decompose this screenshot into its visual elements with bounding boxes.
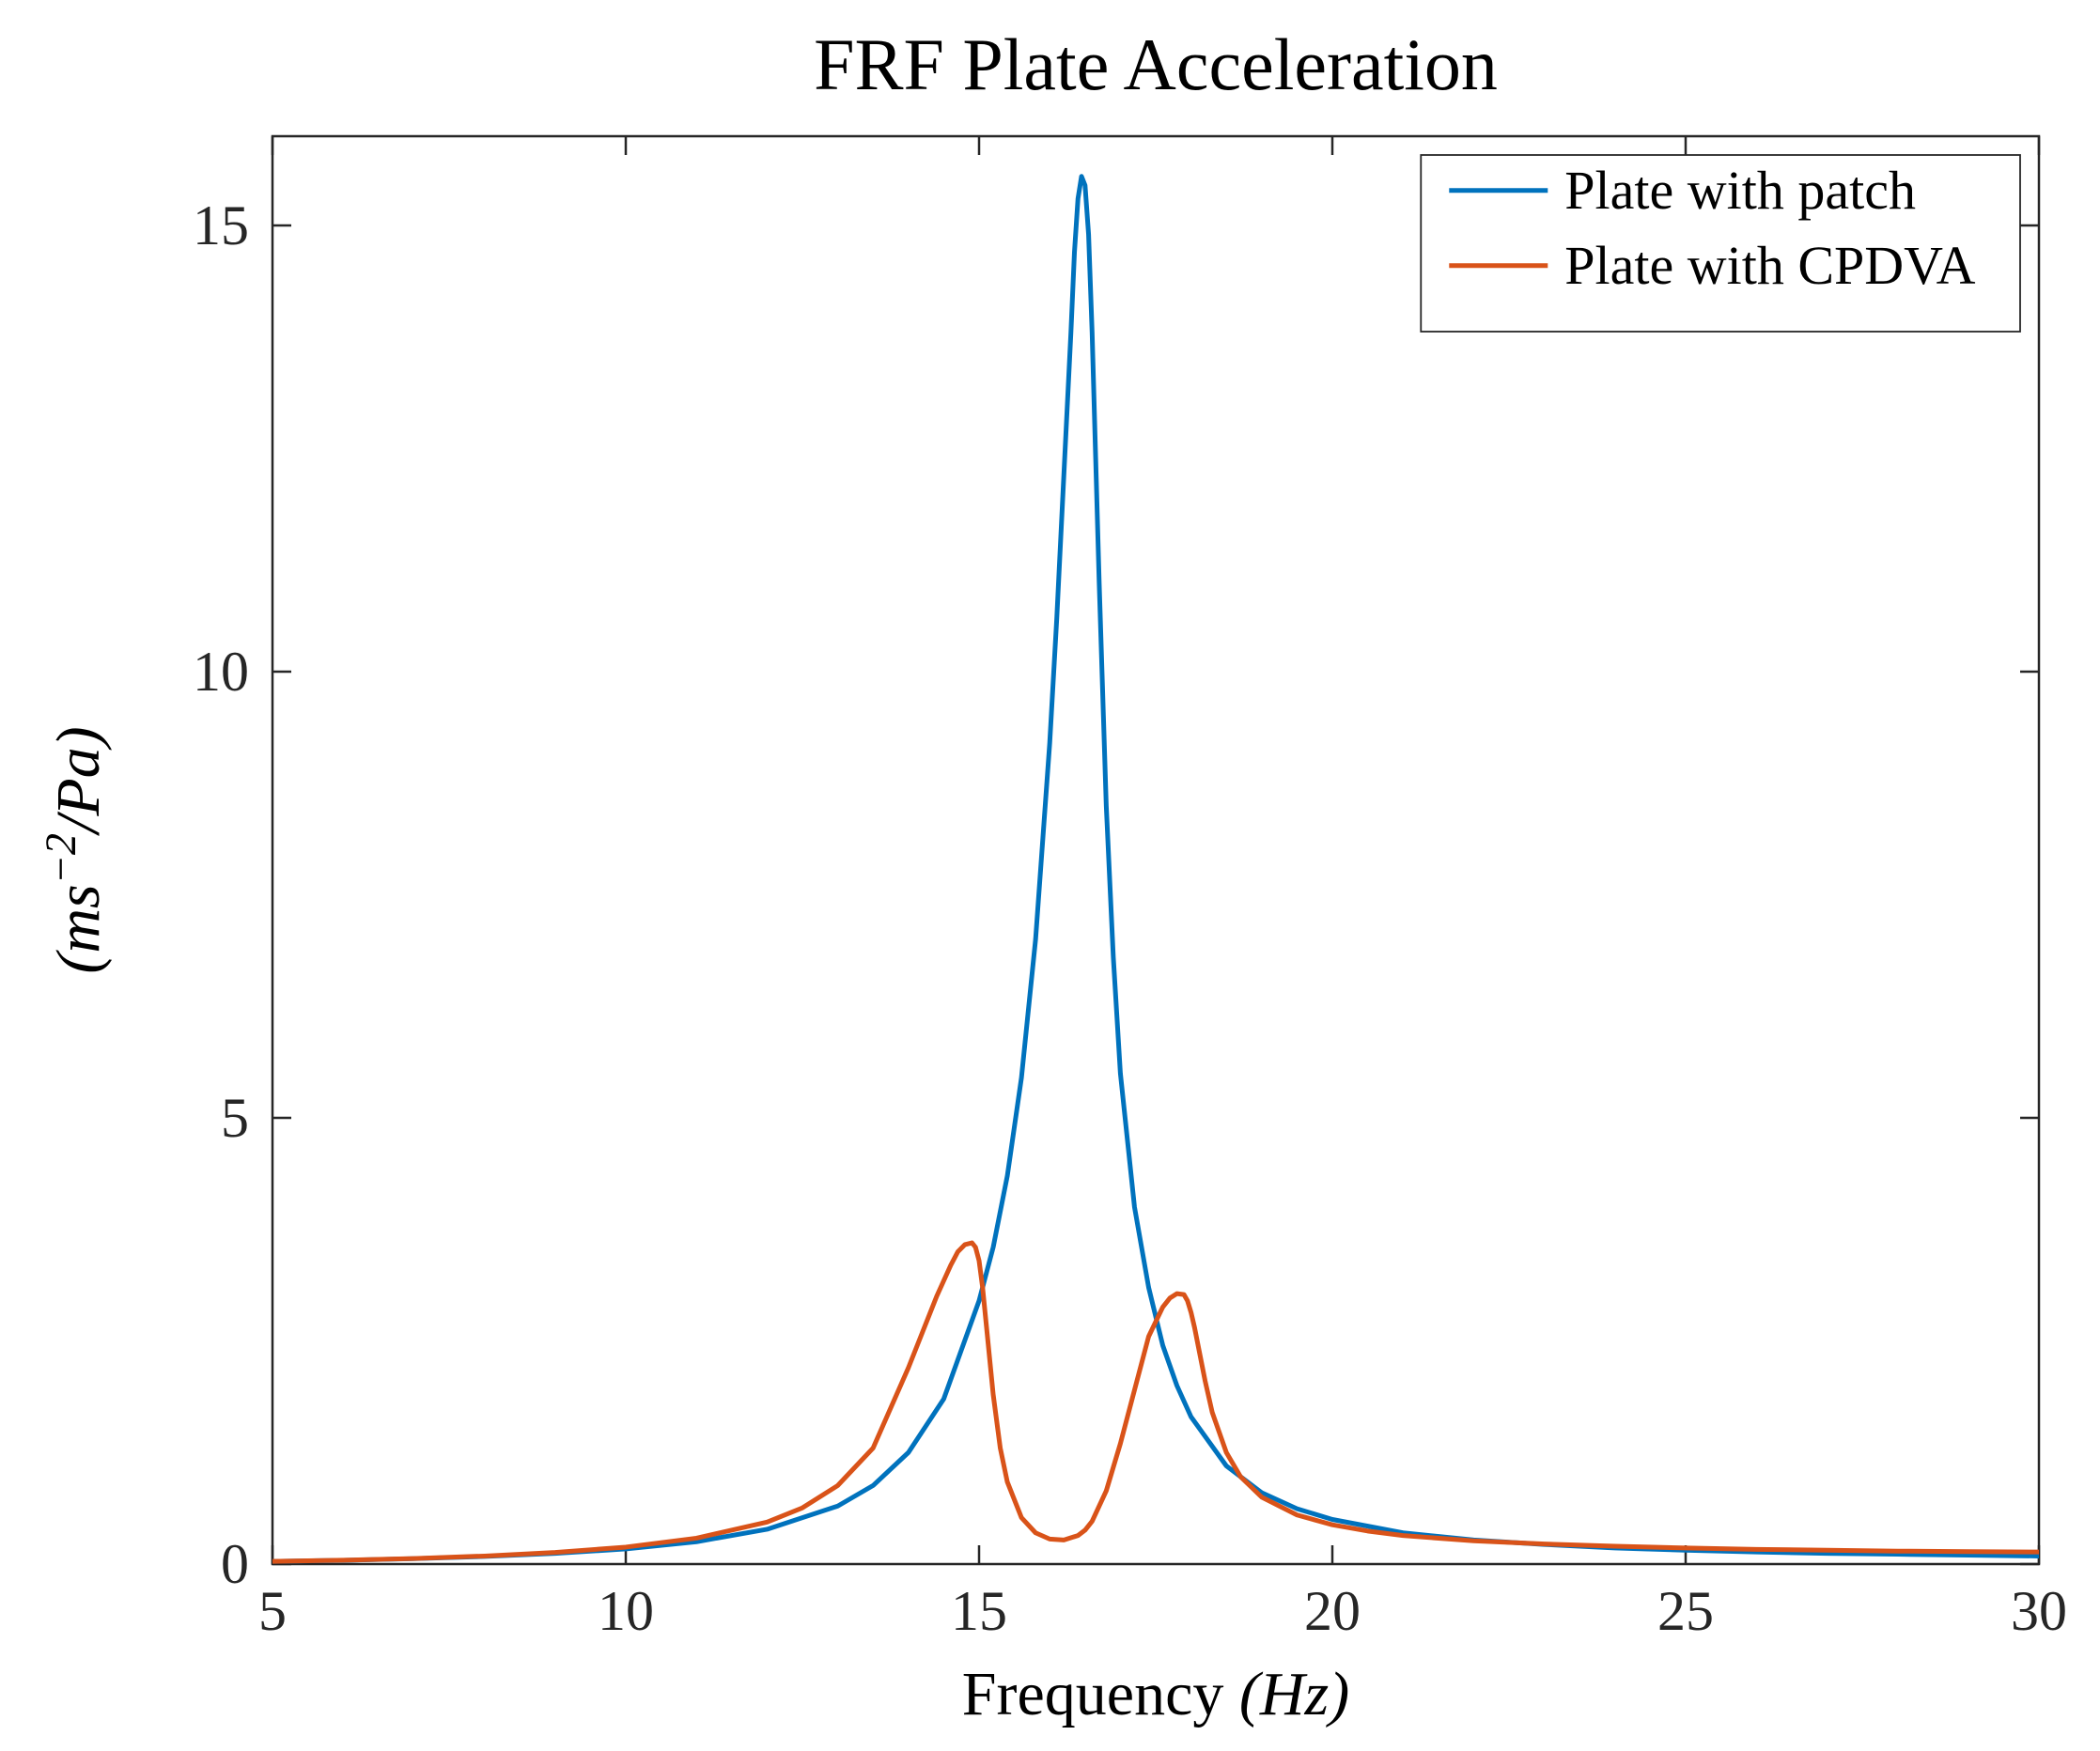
x-tick-label: 5 [258, 1580, 287, 1642]
y-tick-label: 15 [193, 194, 249, 256]
chart-container: 51015202530051015FRF Plate AccelerationF… [0, 0, 2100, 1751]
legend-label: Plate with CPDVA [1564, 235, 1975, 296]
chart-svg: 51015202530051015FRF Plate AccelerationF… [0, 0, 2100, 1751]
x-axis-label: Frequency (Hz) [962, 1660, 1349, 1728]
y-tick-label: 5 [221, 1087, 249, 1149]
y-tick-label: 10 [193, 641, 249, 703]
y-tick-label: 0 [221, 1533, 249, 1595]
x-tick-label: 30 [2011, 1580, 2067, 1642]
chart-title: FRF Plate Acceleration [814, 23, 1498, 105]
x-tick-label: 10 [598, 1580, 654, 1642]
x-tick-label: 15 [951, 1580, 1007, 1642]
x-tick-label: 25 [1657, 1580, 1714, 1642]
legend-label: Plate with patch [1564, 160, 1916, 221]
x-tick-label: 20 [1304, 1580, 1361, 1642]
